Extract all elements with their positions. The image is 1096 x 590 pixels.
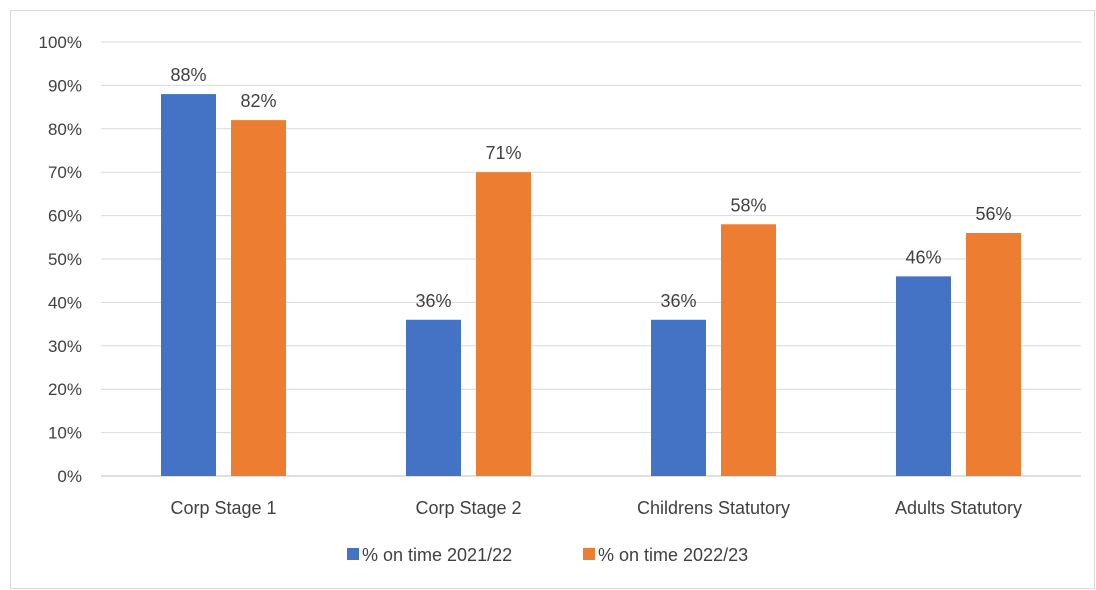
data-label: 58% [730, 195, 766, 215]
y-tick-label: 50% [48, 250, 82, 269]
x-category-label: Adults Statutory [895, 498, 1022, 518]
legend: % on time 2021/22 % on time 2022/23 [347, 545, 748, 565]
y-tick-label: 100% [39, 33, 82, 52]
y-tick-label: 10% [48, 424, 82, 443]
y-tick-label: 30% [48, 337, 82, 356]
y-tick-label: 70% [48, 163, 82, 182]
y-tick-label: 40% [48, 293, 82, 312]
legend-swatch [583, 548, 595, 560]
data-label: 56% [975, 204, 1011, 224]
x-axis-categories: Corp Stage 1 Corp Stage 2 Childrens Statut… [170, 498, 1022, 518]
bar [651, 319, 706, 476]
bar [476, 172, 531, 476]
data-label: 36% [660, 291, 696, 311]
y-axis-ticks: 0% 10% 20% 30% 40% 50% 60% 70% 80% 90% 100% [39, 33, 82, 486]
bar [231, 120, 286, 477]
bars [161, 94, 1021, 477]
legend-swatch [347, 548, 359, 560]
y-tick-label: 20% [48, 380, 82, 399]
bar [406, 319, 461, 476]
legend-label: % on time 2021/22 [362, 545, 512, 565]
y-tick-label: 80% [48, 120, 82, 139]
bar [966, 232, 1021, 476]
data-labels: 88% 82% 36% 71% 36% 58% 46% 56% [170, 65, 1011, 311]
data-label: 71% [485, 143, 521, 163]
legend-label: % on time 2022/23 [598, 545, 748, 565]
y-tick-label: 60% [48, 207, 82, 226]
x-category-label: Corp Stage 1 [170, 498, 276, 518]
data-label: 36% [415, 291, 451, 311]
x-category-label: Corp Stage 2 [415, 498, 521, 518]
data-label: 46% [905, 247, 941, 267]
bar [896, 276, 951, 476]
data-label: 82% [240, 91, 276, 111]
y-tick-label: 0% [57, 467, 82, 486]
data-label: 88% [170, 65, 206, 85]
bar [721, 224, 776, 476]
bar [161, 94, 216, 476]
y-tick-label: 90% [48, 76, 82, 95]
x-category-label: Childrens Statutory [637, 498, 790, 518]
